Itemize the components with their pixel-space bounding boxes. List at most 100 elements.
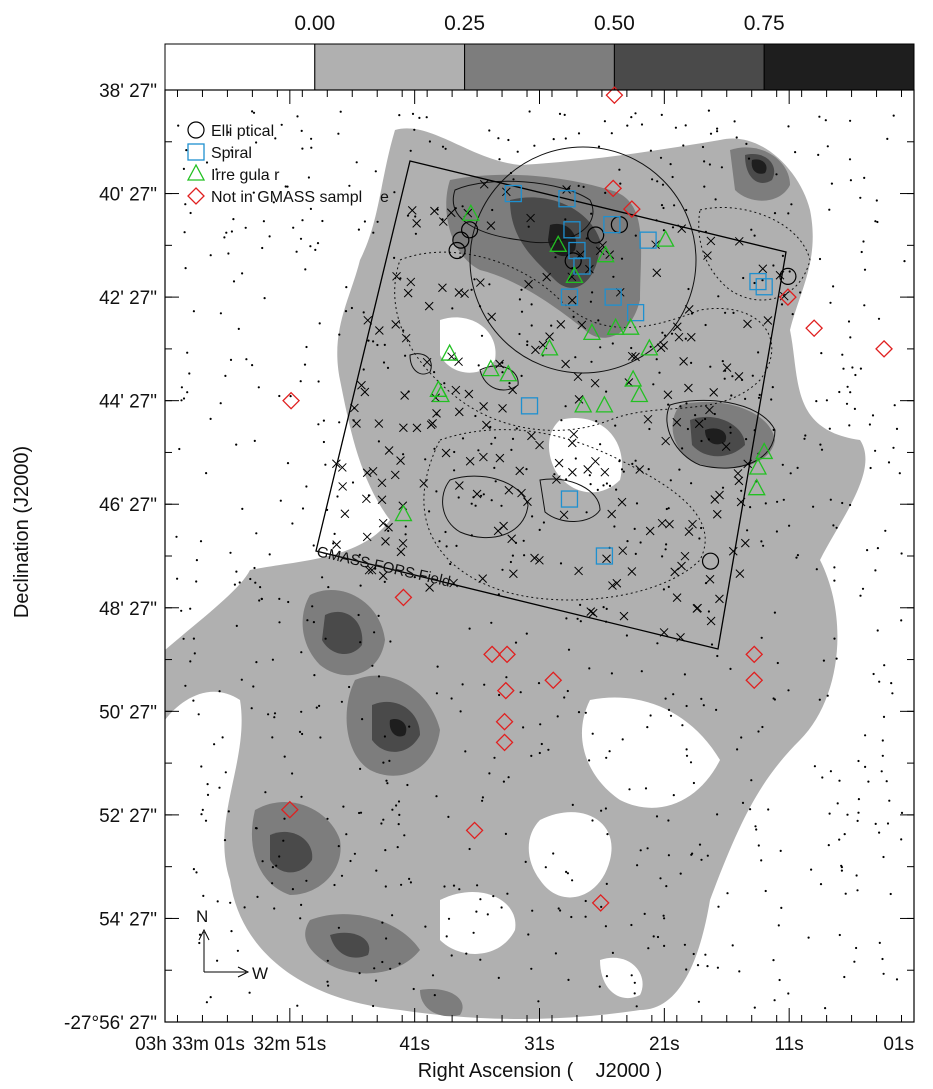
x-marker [340,509,350,519]
x-marker [590,378,600,388]
x-tick-label: 32m 51s [253,1034,326,1055]
background-source-dot [732,311,735,314]
background-source-dot [721,360,724,363]
background-source-dot [669,714,673,717]
background-source-dot [708,163,712,166]
background-source-dot [258,599,261,602]
background-source-dot [604,191,607,194]
x-marker [454,481,464,490]
background-source-dot [396,846,399,849]
x-marker [374,419,384,428]
background-source-dot [303,363,307,366]
background-source-dot [576,617,579,620]
background-source-dot [742,276,745,280]
x-marker [337,463,347,472]
x-marker [568,467,577,477]
background-source-dot [268,553,271,556]
background-source-dot [815,400,818,403]
background-source-dot [322,419,325,422]
background-source-dot [510,448,513,451]
background-source-dot [192,868,195,871]
x-marker [377,495,387,505]
background-source-dot [584,915,587,918]
square-marker [558,190,576,208]
background-source-dot [233,583,236,586]
background-source-dot [326,508,329,511]
background-source-dot [847,320,851,323]
background-source-dot [386,782,389,785]
background-source-dot [524,860,527,864]
background-source-dot [596,488,599,491]
background-source-dot [388,759,391,763]
legend-diamond-symbol [187,187,205,205]
background-source-dot [760,859,763,862]
background-source-dot [577,184,580,187]
background-source-dot [610,132,613,135]
x-marker [368,466,378,476]
x-marker [412,423,422,433]
background-source-dot [254,827,258,830]
background-source-dot [411,112,415,115]
background-source-dot [630,923,633,927]
x-marker [350,403,359,413]
x-marker [561,359,570,369]
x-marker [618,546,628,556]
x-marker [432,409,441,418]
background-source-dot [441,145,445,148]
background-source-dot [482,493,485,496]
background-source-dot [227,252,230,255]
background-source-dot [849,503,852,507]
background-source-dot [560,419,563,422]
background-source-dot [175,535,178,538]
background-source-dot [843,833,846,836]
background-source-dot [630,974,633,977]
background-source-dot [622,470,625,473]
x-marker [576,250,585,259]
background-source-dot [526,340,529,343]
background-source-dot [307,176,310,179]
background-source-dot [856,889,859,892]
background-source-dot [468,847,471,851]
x-marker [426,420,436,430]
background-source-dot [753,281,756,285]
colorbar-tick-label: 0.00 [294,12,335,35]
background-source-dot [891,692,894,695]
background-source-dot [477,449,480,452]
background-source-dot [670,332,674,335]
background-source-dot [553,473,556,476]
background-source-dot [579,620,582,623]
x-marker [627,567,637,576]
background-source-dot [781,254,785,257]
background-source-dot [447,917,451,920]
background-source-dot [868,423,872,426]
compass-north-label: N [196,907,208,926]
x-marker [734,476,744,486]
square-marker [560,490,579,508]
background-source-dot [753,429,756,432]
background-source-dot [882,972,885,975]
x-marker [670,567,680,577]
triangle-marker [606,317,625,335]
background-source-dot [497,137,500,140]
background-source-dot [321,219,324,223]
background-source-dot [684,337,687,340]
background-source-dot [863,304,866,307]
background-source-dot [186,351,189,354]
background-source-dot [436,665,439,668]
background-source-dot [318,704,321,708]
square-marker [755,278,773,296]
background-source-dot [828,427,831,430]
background-source-dot [685,968,688,971]
x-marker [495,453,505,463]
circle-marker [779,267,797,285]
background-source-dot [358,553,361,557]
background-source-dot [278,394,281,398]
background-source-dot [662,229,666,232]
background-source-dot [283,755,286,758]
background-source-dot [229,551,232,554]
background-source-dot [859,367,863,370]
background-source-dot [516,150,519,153]
background-source-dot [563,696,566,699]
background-source-dot [453,469,456,472]
background-source-dot [540,742,543,746]
